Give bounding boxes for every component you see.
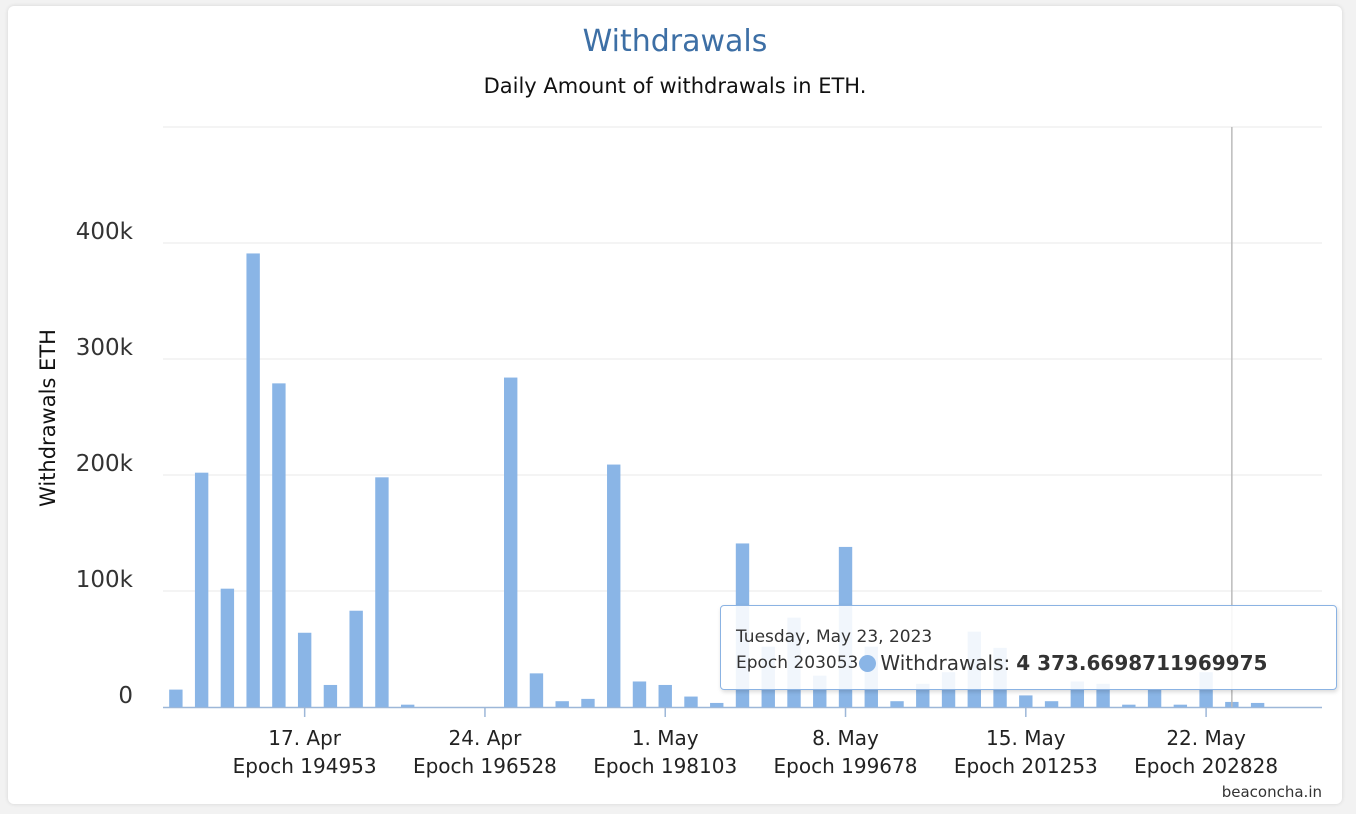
bar-2023-04-28[interactable] <box>581 698 595 707</box>
bar-2023-05-24[interactable] <box>1250 702 1265 707</box>
bar-2023-04-18[interactable] <box>323 684 338 707</box>
x-tick-date-4: 15. May <box>986 726 1066 750</box>
bar-2023-04-12[interactable] <box>169 689 183 707</box>
bar-2023-04-17[interactable] <box>297 632 312 707</box>
tooltip-date: Tuesday, May 23, 2023 <box>736 627 933 647</box>
x-tick-epoch-0: Epoch 194953 <box>233 754 377 778</box>
bar-2023-05-16[interactable] <box>1044 701 1059 707</box>
y-axis-ticks: 0 100k 200k 300k 400k <box>76 219 134 709</box>
x-tick-date-1: 24. Apr <box>449 726 523 750</box>
y-tick-label-4: 400k <box>76 219 134 245</box>
bar-2023-04-16[interactable] <box>272 383 286 707</box>
bar-2023-04-21[interactable] <box>400 704 415 707</box>
y-tick-label-0: 0 <box>118 683 133 709</box>
bar-2023-04-19[interactable] <box>349 610 363 707</box>
bar-2023-05-02[interactable] <box>684 696 698 707</box>
hover-tooltip: Tuesday, May 23, 2023 Epoch 203053 Withd… <box>720 605 1337 690</box>
x-tick-date-3: 8. May <box>812 726 879 750</box>
bar-2023-05-01[interactable] <box>658 684 672 707</box>
bar-2023-05-19[interactable] <box>1122 704 1136 707</box>
bar-2023-04-20[interactable] <box>375 477 389 707</box>
bar-2023-05-10[interactable] <box>890 701 904 707</box>
bar-2023-04-25[interactable] <box>504 377 518 707</box>
bar-2023-05-21[interactable] <box>1173 704 1188 707</box>
series-dot-icon <box>859 654 877 672</box>
x-tick-epoch-5: Epoch 202828 <box>1134 754 1278 778</box>
chart-subtitle: Daily Amount of withdrawals in ETH. <box>484 74 867 98</box>
tooltip-value: 4 373.6698711969975 <box>1016 651 1268 675</box>
bar-2023-04-15[interactable] <box>246 253 260 707</box>
bar-2023-05-15[interactable] <box>1019 695 1033 707</box>
x-tick-date-5: 22. May <box>1166 726 1246 750</box>
credits-link[interactable]: beaconcha.in <box>1222 783 1322 801</box>
bar-2023-04-14[interactable] <box>220 588 235 707</box>
x-tick-epoch-1: Epoch 196528 <box>413 754 557 778</box>
y-tick-label-2: 200k <box>76 451 134 477</box>
bar-2023-04-13[interactable] <box>194 472 209 707</box>
bar-2023-04-27[interactable] <box>555 701 569 707</box>
y-tick-label-3: 300k <box>76 335 134 361</box>
x-axis-ticks: 17. Apr Epoch 194953 24. Apr Epoch 196528 1.… <box>233 707 1278 778</box>
x-tick-epoch-4: Epoch 201253 <box>954 754 1098 778</box>
y-axis-label: Withdrawals ETH <box>36 329 60 507</box>
bar-2023-05-20[interactable] <box>1147 689 1162 707</box>
bar-2023-04-29[interactable] <box>607 464 621 707</box>
bar-2023-04-26[interactable] <box>529 673 544 707</box>
bar-2023-04-30[interactable] <box>632 681 647 707</box>
y-tick-label-1: 100k <box>76 567 134 593</box>
x-tick-date-0: 17. Apr <box>268 726 342 750</box>
x-tick-epoch-2: Epoch 198103 <box>593 754 737 778</box>
grid <box>163 126 1322 709</box>
x-tick-date-2: 1. May <box>632 726 699 750</box>
x-tick-epoch-3: Epoch 199678 <box>774 754 918 778</box>
tooltip-series-name: Withdrawals: <box>880 651 1011 675</box>
tooltip-row: Epoch 203053 Withdrawals: 4 373.66987119… <box>736 651 1267 675</box>
tooltip-epoch: Epoch 203053 <box>736 653 859 673</box>
chart-title: Withdrawals <box>583 24 768 59</box>
bar-2023-05-03[interactable] <box>710 702 724 707</box>
